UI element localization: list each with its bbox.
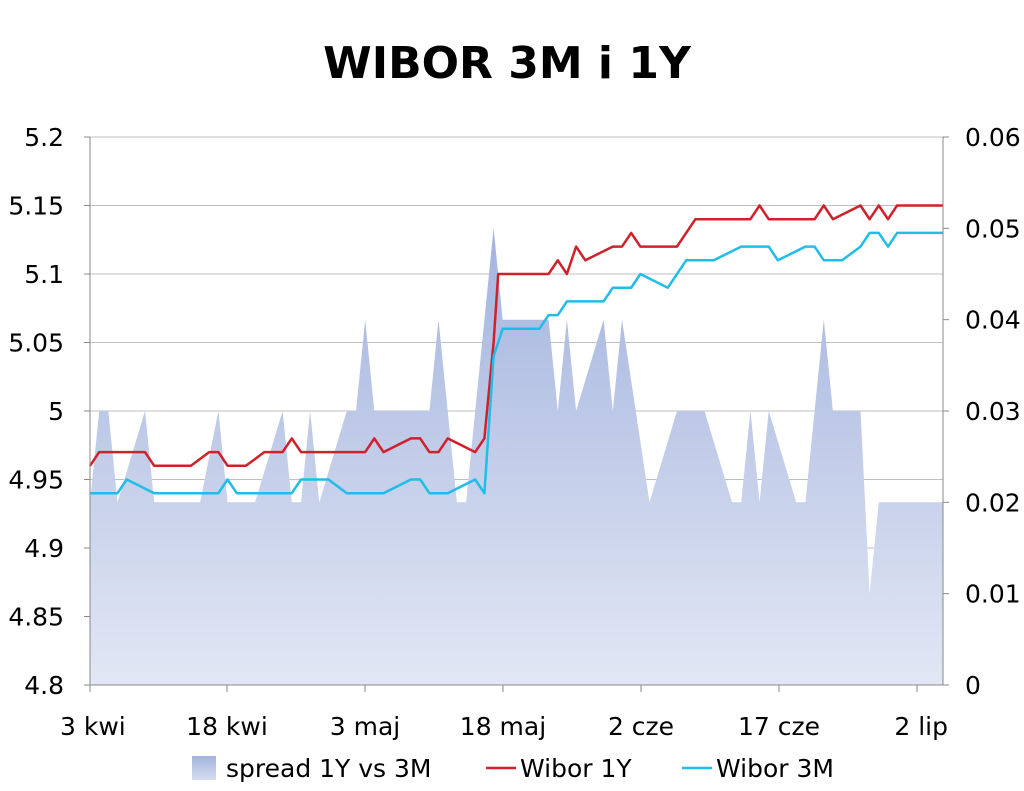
left-tick-label: 4.9 bbox=[24, 534, 64, 563]
legend-label: Wibor 1Y bbox=[520, 754, 632, 783]
left-tick-label: 4.8 bbox=[24, 671, 64, 700]
left-tick-label: 5.05 bbox=[8, 329, 64, 358]
spread-area-layer bbox=[90, 228, 943, 686]
x-tick-label: 2 lip bbox=[894, 712, 948, 741]
legend: spread 1Y vs 3M Wibor 1Y Wibor 3M bbox=[192, 754, 834, 783]
legend-item: spread 1Y vs 3M bbox=[192, 754, 432, 783]
legend-label: spread 1Y vs 3M bbox=[226, 754, 432, 783]
right-tick-label: 0.05 bbox=[965, 214, 1021, 243]
left-tick-label: 5.15 bbox=[8, 192, 64, 221]
left-tick-label: 5.2 bbox=[24, 123, 64, 152]
x-axis-ticks: 3 kwi 18 kwi 3 maj 18 maj 2 cze 17 cze 2 lip bbox=[60, 685, 948, 741]
line-layer bbox=[88, 204, 943, 495]
chart-title: WIBOR 3M i 1Y bbox=[323, 38, 692, 89]
wibor-3m-line bbox=[90, 231, 943, 495]
right-axis-ticks: 0 0.01 0.02 0.03 0.04 0.05 0.06 bbox=[943, 123, 1021, 700]
spread-area bbox=[90, 228, 943, 686]
right-tick-label: 0.02 bbox=[965, 488, 1021, 517]
legend-item: Wibor 1Y bbox=[486, 754, 632, 783]
x-tick-label: 2 cze bbox=[608, 712, 674, 741]
x-tick-label: 18 maj bbox=[460, 712, 546, 741]
left-tick-label: 4.95 bbox=[8, 466, 64, 495]
legend-swatch bbox=[192, 756, 216, 780]
left-axis-ticks: 4.8 4.85 4.9 4.95 5 5.05 5.1 5.15 5.2 bbox=[8, 123, 90, 700]
right-tick-label: 0.03 bbox=[965, 397, 1021, 426]
x-tick-label: 3 kwi bbox=[60, 712, 126, 741]
wibor-1y-line bbox=[88, 204, 943, 468]
left-tick-label: 4.85 bbox=[8, 603, 64, 632]
right-tick-label: 0 bbox=[965, 671, 981, 700]
right-tick-label: 0.06 bbox=[965, 123, 1021, 152]
right-tick-label: 0.04 bbox=[965, 306, 1021, 335]
left-tick-label: 5 bbox=[48, 397, 64, 426]
x-tick-label: 3 maj bbox=[330, 712, 400, 741]
legend-item: Wibor 3M bbox=[682, 754, 834, 783]
legend-label: Wibor 3M bbox=[716, 754, 834, 783]
left-tick-label: 5.1 bbox=[24, 260, 64, 289]
x-tick-label: 17 cze bbox=[738, 712, 820, 741]
x-tick-label: 18 kwi bbox=[186, 712, 268, 741]
right-tick-label: 0.01 bbox=[965, 580, 1021, 609]
